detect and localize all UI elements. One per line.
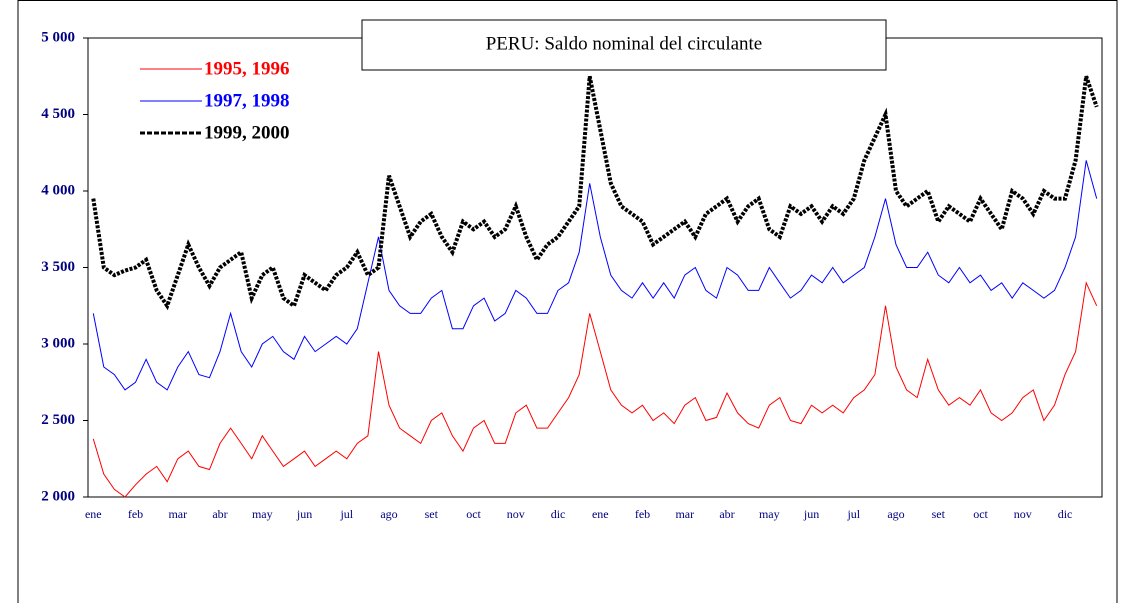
y-tick-label: 2 000 [41, 488, 75, 504]
chart-title: PERU: Saldo nominal del circulante [486, 33, 763, 54]
x-tick-label: may [252, 507, 273, 521]
x-tick-label: may [759, 507, 780, 521]
legend-label: 1999, 2000 [204, 122, 290, 143]
x-tick-label: oct [973, 507, 988, 521]
y-tick-label: 2 500 [41, 412, 75, 428]
x-tick-label: mar [168, 507, 187, 521]
x-tick-label: jul [339, 507, 353, 521]
x-tick-label: ago [380, 507, 397, 521]
y-tick-label: 4 000 [41, 182, 75, 198]
x-tick-label: nov [507, 507, 525, 521]
legend-label: 1995, 1996 [204, 58, 290, 79]
x-tick-label: set [425, 507, 439, 521]
y-tick-label: 3 500 [41, 259, 75, 275]
chart-frame [17, 0, 1118, 608]
x-tick-label: nov [1014, 507, 1032, 521]
x-tick-label: abr [719, 507, 734, 521]
x-tick-label: ene [85, 507, 102, 521]
y-tick-label: 5 000 [41, 29, 75, 45]
x-tick-label: feb [128, 507, 143, 521]
x-tick-label: oct [466, 507, 481, 521]
x-tick-label: ene [592, 507, 609, 521]
legend-label: 1997, 1998 [204, 90, 290, 111]
x-tick-label: jun [296, 507, 312, 521]
x-tick-label: ago [887, 507, 904, 521]
title-box [361, 19, 887, 71]
x-tick-label: feb [635, 507, 650, 521]
x-tick-label: mar [675, 507, 694, 521]
x-tick-label: set [932, 507, 946, 521]
y-tick-label: 3 000 [41, 335, 75, 351]
series-line [91, 75, 1099, 311]
x-tick-label: abr [212, 507, 227, 521]
series-line [92, 281, 1098, 498]
x-tick-label: jul [846, 507, 860, 521]
x-tick-label: jun [803, 507, 819, 521]
series-line [92, 160, 1098, 391]
x-tick-label: dic [1058, 507, 1073, 521]
y-tick-label: 4 500 [41, 106, 75, 122]
x-tick-label: dic [551, 507, 566, 521]
